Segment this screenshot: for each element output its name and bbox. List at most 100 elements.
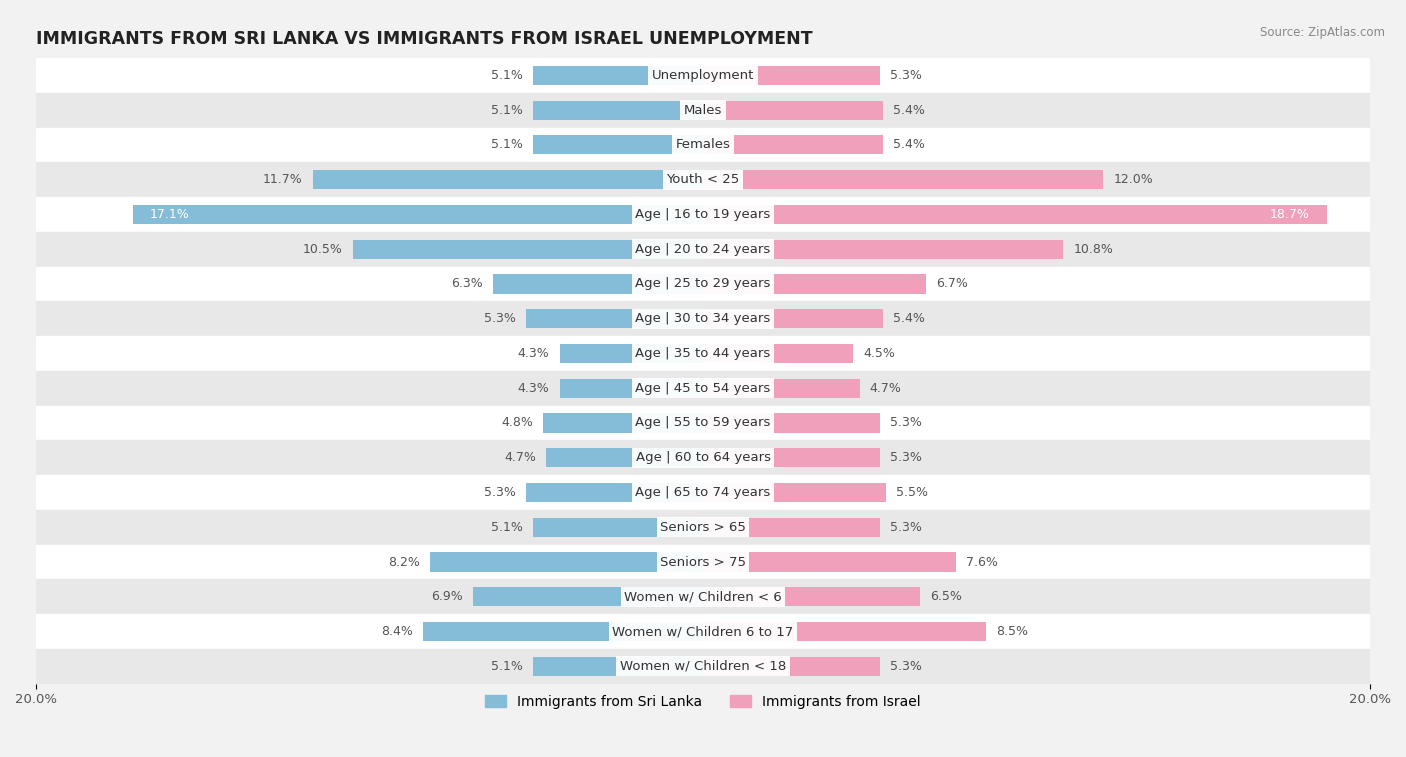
Text: 5.3%: 5.3% — [484, 486, 516, 499]
Text: 8.4%: 8.4% — [381, 625, 413, 638]
Text: 6.3%: 6.3% — [451, 278, 482, 291]
Legend: Immigrants from Sri Lanka, Immigrants from Israel: Immigrants from Sri Lanka, Immigrants fr… — [479, 689, 927, 715]
Bar — [37, 336, 1369, 371]
Bar — [132, 205, 703, 224]
Text: Seniors > 65: Seniors > 65 — [659, 521, 747, 534]
Text: 4.3%: 4.3% — [517, 347, 550, 360]
Text: Females: Females — [675, 139, 731, 151]
Text: 6.9%: 6.9% — [432, 590, 463, 603]
Text: 5.1%: 5.1% — [491, 104, 523, 117]
Text: 6.7%: 6.7% — [936, 278, 969, 291]
Text: 5.1%: 5.1% — [491, 139, 523, 151]
Text: Age | 60 to 64 years: Age | 60 to 64 years — [636, 451, 770, 464]
Bar — [703, 413, 880, 432]
Text: Age | 16 to 19 years: Age | 16 to 19 years — [636, 208, 770, 221]
Text: Age | 25 to 29 years: Age | 25 to 29 years — [636, 278, 770, 291]
Text: Source: ZipAtlas.com: Source: ZipAtlas.com — [1260, 26, 1385, 39]
Bar — [703, 309, 883, 329]
Text: Age | 30 to 34 years: Age | 30 to 34 years — [636, 312, 770, 326]
Bar — [37, 579, 1369, 614]
Text: 5.1%: 5.1% — [491, 69, 523, 82]
Bar — [37, 614, 1369, 649]
Bar — [703, 378, 859, 397]
Bar — [37, 649, 1369, 684]
Text: Women w/ Children < 6: Women w/ Children < 6 — [624, 590, 782, 603]
Bar — [37, 475, 1369, 510]
Text: 11.7%: 11.7% — [263, 173, 302, 186]
Bar — [533, 657, 703, 676]
Bar — [703, 101, 883, 120]
Bar — [353, 240, 703, 259]
Bar — [312, 170, 703, 189]
Bar — [37, 197, 1369, 232]
Bar — [703, 518, 880, 537]
Bar — [533, 136, 703, 154]
Bar — [543, 413, 703, 432]
Bar — [472, 587, 703, 606]
Bar — [703, 657, 880, 676]
Text: Males: Males — [683, 104, 723, 117]
Bar — [526, 309, 703, 329]
Text: 5.4%: 5.4% — [893, 104, 925, 117]
Text: 8.5%: 8.5% — [997, 625, 1028, 638]
Bar — [703, 622, 987, 641]
Bar — [526, 483, 703, 502]
Text: 8.2%: 8.2% — [388, 556, 419, 569]
Text: 10.5%: 10.5% — [302, 243, 343, 256]
Text: Age | 20 to 24 years: Age | 20 to 24 years — [636, 243, 770, 256]
Text: 5.4%: 5.4% — [893, 139, 925, 151]
Bar — [547, 448, 703, 467]
Text: Unemployment: Unemployment — [652, 69, 754, 82]
Text: 5.3%: 5.3% — [484, 312, 516, 326]
Bar — [533, 101, 703, 120]
Text: 4.8%: 4.8% — [501, 416, 533, 429]
Bar — [429, 553, 703, 572]
Text: 12.0%: 12.0% — [1114, 173, 1153, 186]
Bar — [703, 483, 886, 502]
Text: Age | 55 to 59 years: Age | 55 to 59 years — [636, 416, 770, 429]
Text: 4.7%: 4.7% — [870, 382, 901, 394]
Bar — [703, 587, 920, 606]
Bar — [703, 205, 1327, 224]
Bar — [703, 136, 883, 154]
Bar — [37, 93, 1369, 127]
Text: 18.7%: 18.7% — [1270, 208, 1310, 221]
Text: 5.5%: 5.5% — [897, 486, 928, 499]
Text: Women w/ Children < 18: Women w/ Children < 18 — [620, 660, 786, 673]
Bar — [37, 510, 1369, 544]
Bar — [703, 448, 880, 467]
Text: 5.3%: 5.3% — [890, 69, 922, 82]
Text: Seniors > 75: Seniors > 75 — [659, 556, 747, 569]
Text: 4.5%: 4.5% — [863, 347, 896, 360]
Bar — [703, 274, 927, 294]
Bar — [703, 553, 956, 572]
Bar — [37, 127, 1369, 162]
Text: Age | 45 to 54 years: Age | 45 to 54 years — [636, 382, 770, 394]
Text: 5.1%: 5.1% — [491, 660, 523, 673]
Text: Age | 65 to 74 years: Age | 65 to 74 years — [636, 486, 770, 499]
Text: Youth < 25: Youth < 25 — [666, 173, 740, 186]
Text: 7.6%: 7.6% — [966, 556, 998, 569]
Bar — [37, 406, 1369, 441]
Text: 5.1%: 5.1% — [491, 521, 523, 534]
Text: 4.3%: 4.3% — [517, 382, 550, 394]
Bar — [703, 344, 853, 363]
Text: 5.3%: 5.3% — [890, 521, 922, 534]
Bar — [560, 344, 703, 363]
Text: Age | 35 to 44 years: Age | 35 to 44 years — [636, 347, 770, 360]
Text: 5.3%: 5.3% — [890, 451, 922, 464]
Bar — [703, 240, 1063, 259]
Text: 5.3%: 5.3% — [890, 416, 922, 429]
Text: 6.5%: 6.5% — [929, 590, 962, 603]
Bar — [37, 232, 1369, 266]
Text: 4.7%: 4.7% — [505, 451, 536, 464]
Text: Women w/ Children 6 to 17: Women w/ Children 6 to 17 — [613, 625, 793, 638]
Bar — [37, 58, 1369, 93]
Bar — [703, 170, 1104, 189]
Bar — [560, 378, 703, 397]
Bar — [37, 266, 1369, 301]
Text: 5.4%: 5.4% — [893, 312, 925, 326]
Text: 5.3%: 5.3% — [890, 660, 922, 673]
Bar — [37, 162, 1369, 197]
Bar — [703, 66, 880, 85]
